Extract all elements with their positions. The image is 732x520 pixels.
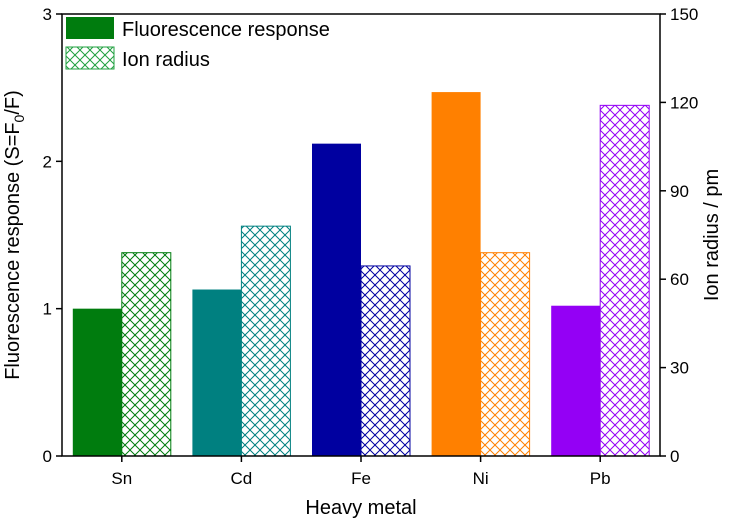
x-axis-title: Heavy metal — [305, 497, 416, 519]
bar-fluorescence-sn — [72, 308, 122, 456]
bar-fluorescence-fe — [312, 143, 361, 457]
bar-ion-radius-fe — [360, 265, 411, 457]
x-tick-label-sn: Sn — [111, 469, 132, 488]
y-axis-right-title: Ion radius / pm — [701, 169, 723, 301]
bar-fluorescence-ni — [431, 92, 481, 456]
x-tick-label-fe: Fe — [351, 469, 371, 488]
bar-ion-radius-sn — [121, 252, 172, 457]
y-right-tick-label: 0 — [670, 447, 679, 466]
y-left-tick-label: 3 — [43, 5, 52, 24]
legend-swatch-fluorescence — [66, 17, 114, 39]
x-tick-label-cd: Cd — [231, 469, 253, 488]
y-axis-left-subscript: 0 — [11, 114, 27, 122]
y-axis-left-title: Fluorescence response (S=F0/F) — [2, 90, 27, 380]
legend: Fluorescence response Ion radius — [65, 17, 330, 71]
legend-label-ion-radius: Ion radius — [122, 49, 210, 71]
legend-label-fluorescence: Fluorescence response — [122, 19, 330, 41]
y-right-tick-label: 30 — [670, 359, 689, 378]
bar-ion-radius-ni — [480, 252, 531, 457]
x-tick-label-ni: Ni — [473, 469, 489, 488]
bar-ion-radius-pb — [599, 104, 650, 457]
y-left-tick-label: 2 — [43, 152, 52, 171]
y-right-tick-label: 150 — [670, 5, 698, 24]
bars-layer — [72, 92, 650, 457]
y-left-tick-label: 0 — [43, 447, 52, 466]
legend-swatch-ion-radius — [65, 46, 115, 70]
y-right-tick-label: 60 — [670, 270, 689, 289]
bar-ion-radius-cd — [240, 225, 291, 457]
x-tick-label-pb: Pb — [590, 469, 611, 488]
y-left-tick-label: 1 — [43, 300, 52, 319]
y-right-tick-label: 90 — [670, 182, 689, 201]
bar-fluorescence-pb — [551, 305, 601, 456]
bar-fluorescence-cd — [192, 289, 242, 456]
y-right-tick-label: 120 — [670, 93, 698, 112]
